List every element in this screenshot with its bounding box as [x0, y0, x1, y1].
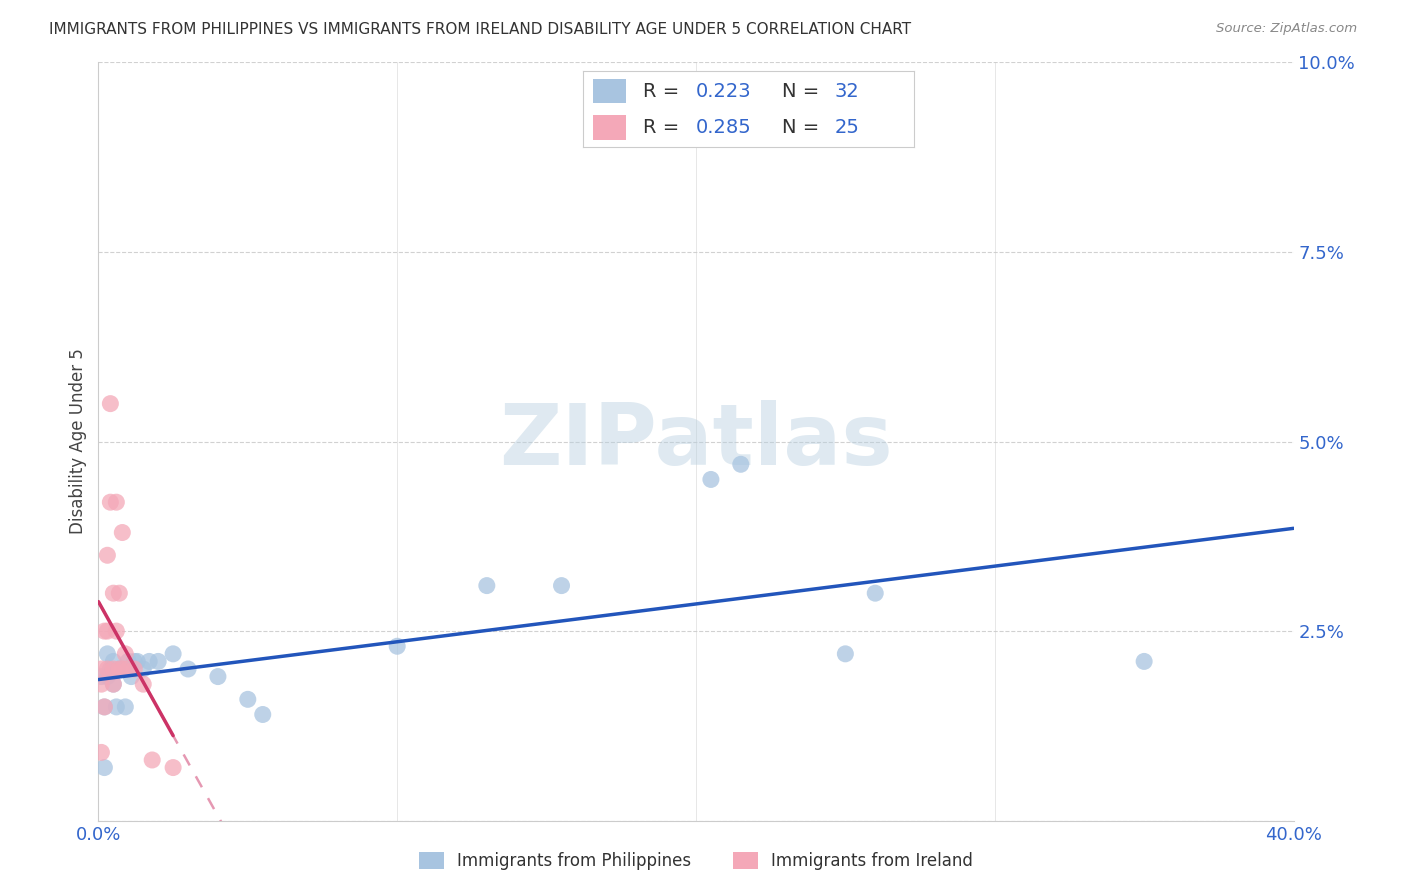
Text: IMMIGRANTS FROM PHILIPPINES VS IMMIGRANTS FROM IRELAND DISABILITY AGE UNDER 5 CO: IMMIGRANTS FROM PHILIPPINES VS IMMIGRANT… — [49, 22, 911, 37]
Point — [103, 677, 125, 691]
Bar — [593, 115, 627, 140]
Point — [93, 699, 115, 714]
Point — [98, 396, 122, 410]
Point — [96, 647, 118, 661]
Point — [385, 639, 409, 653]
Point — [252, 707, 274, 722]
Point — [108, 586, 131, 600]
Point — [120, 669, 142, 684]
Text: ZIPatlas: ZIPatlas — [499, 400, 893, 483]
Point — [475, 579, 498, 593]
Point — [108, 662, 131, 676]
Point — [117, 662, 139, 676]
Point — [96, 662, 118, 676]
Point — [96, 548, 118, 563]
Point — [90, 662, 112, 676]
Point — [103, 662, 125, 676]
Point — [114, 699, 136, 714]
Bar — [593, 79, 627, 103]
Point — [96, 669, 118, 684]
Text: R =: R = — [643, 118, 686, 137]
Point — [236, 692, 259, 706]
Point — [700, 473, 723, 487]
Point — [103, 586, 125, 600]
Point — [114, 647, 136, 661]
Point — [98, 495, 122, 509]
Point — [162, 647, 184, 661]
Point — [177, 662, 200, 676]
Point — [148, 655, 170, 669]
Text: N =: N = — [782, 118, 825, 137]
Point — [108, 662, 131, 676]
Point — [93, 699, 115, 714]
Point — [730, 458, 752, 472]
Point — [98, 662, 122, 676]
Text: 32: 32 — [835, 81, 859, 101]
Point — [111, 525, 134, 540]
Point — [105, 495, 128, 509]
Point — [207, 669, 229, 684]
Point — [162, 760, 184, 774]
Legend: Immigrants from Philippines, Immigrants from Ireland: Immigrants from Philippines, Immigrants … — [412, 846, 980, 877]
Point — [90, 669, 112, 684]
Point — [103, 677, 125, 691]
Point — [138, 655, 160, 669]
Point — [550, 579, 572, 593]
Text: N =: N = — [782, 81, 825, 101]
Text: 25: 25 — [835, 118, 859, 137]
Y-axis label: Disability Age Under 5: Disability Age Under 5 — [69, 349, 87, 534]
Point — [90, 746, 112, 760]
Point — [111, 662, 134, 676]
Text: Source: ZipAtlas.com: Source: ZipAtlas.com — [1216, 22, 1357, 36]
Text: 0.285: 0.285 — [696, 118, 752, 137]
Point — [111, 662, 134, 676]
Point — [105, 624, 128, 639]
Point — [132, 662, 155, 676]
Point — [132, 677, 155, 691]
Point — [124, 655, 146, 669]
Point — [105, 699, 128, 714]
Point — [865, 586, 887, 600]
Point — [1133, 655, 1156, 669]
Text: R =: R = — [643, 81, 686, 101]
Point — [124, 662, 146, 676]
Point — [90, 677, 112, 691]
Point — [93, 624, 115, 639]
Text: 0.223: 0.223 — [696, 81, 751, 101]
Point — [834, 647, 856, 661]
Point — [103, 655, 125, 669]
Point — [93, 760, 115, 774]
Point — [141, 753, 163, 767]
Point — [127, 655, 149, 669]
Point — [96, 624, 118, 639]
Point — [117, 655, 139, 669]
